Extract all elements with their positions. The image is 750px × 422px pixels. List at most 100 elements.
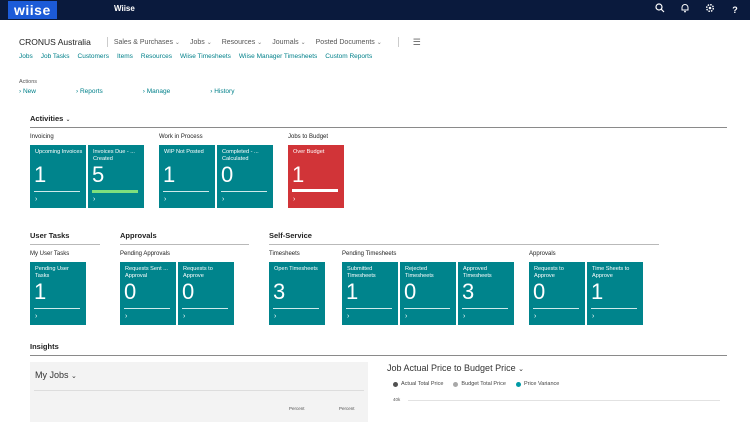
tile-label: Requests Sent ... Approval <box>125 266 168 279</box>
legend-dot <box>515 381 521 387</box>
tile-value: 3 <box>273 279 286 304</box>
tile-ss-requests-to-approve[interactable]: Requests to Approve 0 › <box>529 262 585 325</box>
wiise-logo[interactable]: wiise <box>8 1 57 19</box>
action-new[interactable]: › New <box>19 88 36 95</box>
group-pending-approvals: Pending Approvals <box>120 251 171 257</box>
tile-pending-user-tasks[interactable]: Pending User Tasks 1 › <box>30 262 86 325</box>
tile-requests-to-approve[interactable]: Requests to Approve 0 › <box>178 262 234 325</box>
chevron-down-icon: ⌄ <box>65 117 71 123</box>
link-customers[interactable]: Customers <box>77 53 109 60</box>
legend-dot <box>453 381 459 387</box>
link-resources[interactable]: Resources <box>140 53 172 60</box>
link-wiise-timesheets[interactable]: Wiise Timesheets <box>179 53 231 60</box>
chart-legend: Actual Total Price Budget Total Price Pr… <box>393 381 559 387</box>
group-my-user-tasks: My User Tasks <box>30 251 70 257</box>
self-service-divider <box>269 244 659 245</box>
legend-item-variance[interactable]: Price Variance <box>515 381 559 387</box>
link-jobs[interactable]: Jobs <box>19 53 33 60</box>
logo-text: wiise <box>8 1 57 19</box>
group-invoicing: Invoicing <box>30 134 54 140</box>
link-items[interactable]: Items <box>116 53 133 60</box>
tile-value: 3 <box>462 279 475 304</box>
tile-rejected-timesheets[interactable]: Rejected Timesheets 0 › <box>400 262 456 325</box>
group-ss-approvals: Approvals <box>529 251 556 257</box>
tile-value: 5 <box>92 162 105 187</box>
column-header-percent[interactable]: Percent <box>339 406 355 411</box>
actions-bar: › New › Reports › Manage › History <box>19 88 274 95</box>
approvals-title: Approvals <box>120 231 157 240</box>
my-jobs-panel: My Jobs ⌄ Percent Percent <box>30 362 368 422</box>
gear-icon[interactable] <box>703 3 717 17</box>
tile-submitted-timesheets[interactable]: Submitted Timesheets 1 › <box>342 262 398 325</box>
tile-label: Upcoming Invoices <box>35 149 83 155</box>
main-nav: CRONUS Australia Sales & Purchases ⌄ Job… <box>19 35 421 49</box>
tile-divider <box>591 308 637 309</box>
insights-title: Insights <box>30 342 59 351</box>
my-jobs-title[interactable]: My Jobs ⌄ <box>35 370 77 380</box>
legend-item-budget[interactable]: Budget Total Price <box>453 381 506 387</box>
chevron-down-icon: ⌄ <box>257 39 263 46</box>
tile-divider <box>182 308 228 309</box>
menu-journals[interactable]: Journals ⌄ <box>272 38 306 46</box>
menu-posted-documents[interactable]: Posted Documents ⌄ <box>315 38 382 46</box>
tile-value: 1 <box>34 162 47 187</box>
chart-gridline <box>408 400 720 401</box>
group-jobs-to-budget: Jobs to Budget <box>288 134 329 140</box>
chevron-right-icon: › <box>164 196 167 203</box>
help-icon[interactable]: ? <box>732 5 738 15</box>
self-service-title: Self-Service <box>269 231 312 240</box>
activities-divider <box>30 127 727 128</box>
column-header-percent[interactable]: Percent <box>289 406 305 411</box>
tile-approved-timesheets[interactable]: Approved Timesheets 3 › <box>458 262 514 325</box>
chevron-right-icon: › <box>534 313 537 320</box>
tile-label: Submitted Timesheets <box>347 266 376 279</box>
tile-completed-calculated[interactable]: Completed - ... Calculated 0 › <box>217 145 273 208</box>
user-tasks-title: User Tasks <box>30 231 70 240</box>
tile-requests-sent-approval[interactable]: Requests Sent ... Approval 0 › <box>120 262 176 325</box>
tile-indicator-bar <box>92 190 138 193</box>
tile-label: Approved Timesheets <box>463 266 492 279</box>
tile-divider <box>34 308 80 309</box>
chevron-down-icon: ⌄ <box>518 366 524 373</box>
tile-time-sheets-to-approve[interactable]: Time Sheets to Approve 1 › <box>587 262 643 325</box>
tile-label: Invoices Due - ... Created <box>93 149 135 162</box>
more-menu-icon[interactable]: ☰ <box>412 36 421 47</box>
menu-resources[interactable]: Resources ⌄ <box>221 38 263 46</box>
tile-divider <box>221 191 267 192</box>
tile-value: 0 <box>124 279 137 304</box>
divider <box>106 37 108 47</box>
tile-divider <box>34 191 80 192</box>
tile-label: Requests to Approve <box>534 266 564 279</box>
app-name: Wiise <box>114 4 135 13</box>
tile-label: Rejected Timesheets <box>405 266 434 279</box>
group-wip: Work in Process <box>159 134 203 140</box>
chevron-right-icon: › <box>293 196 296 203</box>
tile-open-timesheets[interactable]: Open Timesheets 3 › <box>269 262 325 325</box>
link-custom-reports[interactable]: Custom Reports <box>325 53 373 60</box>
action-manage[interactable]: › Manage <box>142 88 171 95</box>
link-job-tasks[interactable]: Job Tasks <box>40 53 70 60</box>
tile-label: WIP Not Posted <box>164 149 204 155</box>
tile-divider <box>404 308 450 309</box>
search-icon[interactable] <box>653 3 667 17</box>
tile-invoices-due[interactable]: Invoices Due - ... Created 5 › <box>88 145 144 208</box>
tile-label: Completed - ... Calculated <box>222 149 259 162</box>
company-name[interactable]: CRONUS Australia <box>19 37 91 47</box>
chevron-down-icon: ⌄ <box>71 373 77 380</box>
tile-label: Over Budget <box>293 149 325 155</box>
action-history[interactable]: › History <box>210 88 235 95</box>
tile-wip-not-posted[interactable]: WIP Not Posted 1 › <box>159 145 215 208</box>
tile-upcoming-invoices[interactable]: Upcoming Invoices 1 › <box>30 145 86 208</box>
tile-value: 0 <box>404 279 417 304</box>
tile-over-budget[interactable]: Over Budget 1 › <box>288 145 344 208</box>
action-reports[interactable]: › Reports <box>76 88 103 95</box>
link-wiise-manager-timesheets[interactable]: Wiise Manager Timesheets <box>238 53 318 60</box>
menu-jobs[interactable]: Jobs ⌄ <box>189 38 212 46</box>
menu-sales-purchases[interactable]: Sales & Purchases ⌄ <box>113 38 180 46</box>
bell-icon[interactable] <box>678 3 692 17</box>
legend-item-actual[interactable]: Actual Total Price <box>393 381 443 387</box>
chevron-right-icon: › <box>274 313 277 320</box>
quick-links: Jobs Job Tasks Customers Items Resources… <box>19 53 372 60</box>
chart-title[interactable]: Job Actual Price to Budget Price ⌄ <box>387 363 524 373</box>
activities-title[interactable]: Activities ⌄ <box>30 114 71 123</box>
